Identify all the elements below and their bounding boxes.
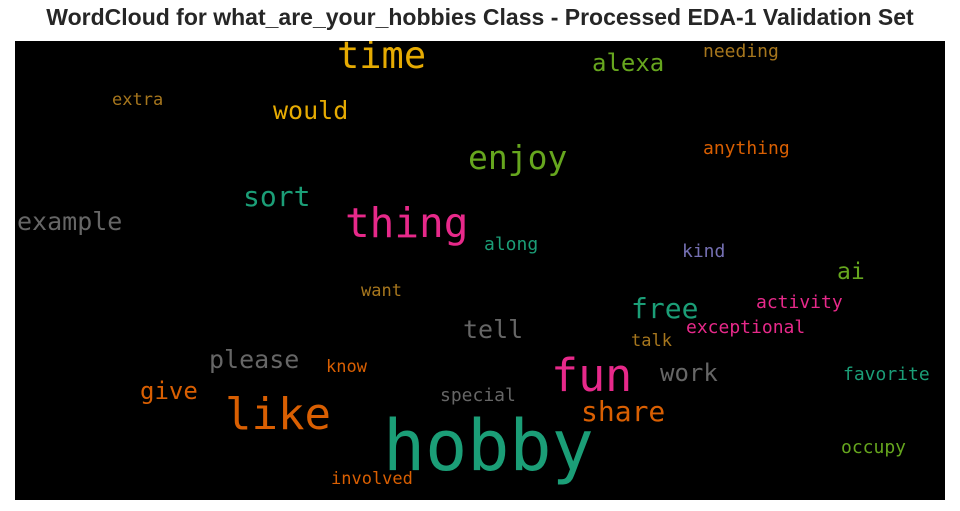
word-please: please [209,347,299,372]
word-want: want [361,283,402,300]
word-tell: tell [463,317,523,342]
word-alexa: alexa [592,51,664,75]
word-occupy: occupy [841,439,906,457]
word-favorite: favorite [843,366,930,384]
word-talk: talk [631,333,672,350]
word-would: would [273,98,348,123]
word-kind: kind [682,243,725,261]
word-fun: fun [551,353,632,398]
word-activity: activity [756,294,843,312]
word-anything: anything [703,140,790,158]
word-share: share [581,398,665,426]
word-like: like [225,393,331,437]
word-sort: sort [243,183,310,211]
word-special: special [440,387,516,405]
word-give: give [140,379,198,403]
word-extra: extra [112,92,163,109]
wordcloud-canvas: hobby fun like thing time enjoy sort share free e… [15,41,945,500]
word-work: work [660,361,718,385]
word-along: along [484,236,538,254]
word-enjoy: enjoy [468,141,567,174]
word-needing: needing [703,43,779,61]
chart-title: WordCloud for what_are_your_hobbies Clas… [0,4,960,31]
word-time: time [337,41,426,74]
word-know: know [326,359,367,376]
word-ai: ai [837,261,865,284]
word-hobby: hobby [383,411,594,481]
word-exceptional: exceptional [686,319,805,337]
word-involved: involved [331,471,413,488]
word-example: example [17,209,122,234]
word-thing: thing [345,203,468,244]
